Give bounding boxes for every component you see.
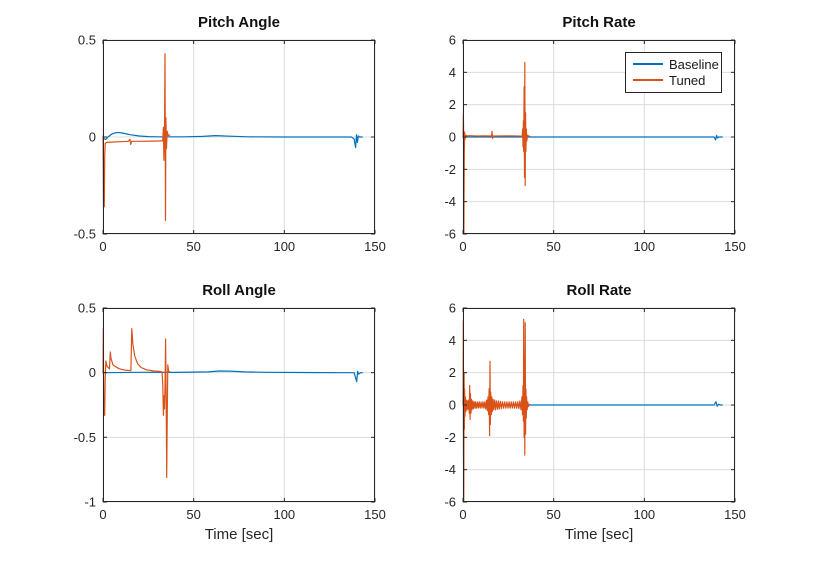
x-tick-label: 150 [364,239,386,254]
y-tick-label: 0 [449,398,456,413]
x-tick-label: 100 [273,507,295,522]
x-tick-label: 150 [724,507,746,522]
y-tick-label: 6 [449,33,456,48]
y-tick-label: 4 [449,333,456,348]
legend-line-baseline-icon [633,63,663,65]
plot-area-roll-rate: 0 50 100 150 -6 -4 -2 0 2 4 6 [444,301,745,523]
plot-background [103,308,375,502]
y-tick-label: -4 [444,194,456,209]
legend-line-tuned-icon [633,79,663,81]
x-tick-label: 100 [273,239,295,254]
y-tick-label: 0 [89,130,96,145]
legend-entry-tuned: Tuned [626,72,721,88]
y-tick-label: -6 [444,495,456,510]
y-tick-label: -4 [444,462,456,477]
axes-box [103,308,375,502]
x-tick-label: 0 [459,239,466,254]
x-tick-label: 150 [364,507,386,522]
plot-title-pitch-rate: Pitch Rate [562,14,636,31]
plot-area-pitch-angle: 0 50 100 150-0.500.5 [74,33,386,255]
legend-entry-baseline: Baseline [626,56,721,72]
subplot-roll-angle: Roll Angle 0 50 100 150 -1 -0.5 0 0.5 Time [sec… [74,282,386,543]
y-tick-label: 2 [449,365,456,380]
plot-title-roll-angle: Roll Angle [202,282,276,299]
axes-box [463,40,735,234]
y-tick-label: 4 [449,65,456,80]
subplot-pitch-rate: Pitch Rate 0 50 100 150 -6 -4 -2 0 2 4 6 Baseline … [444,14,745,254]
x-tick-label: 50 [546,239,560,254]
y-tick-label: -2 [444,430,456,445]
subplot-pitch-angle: Pitch Angle 0 50 100 150 -0.5 0 0.5 [74,14,386,255]
legend-label-baseline: Baseline [669,56,719,72]
y-tick-label: 0.5 [78,301,96,316]
x-tick-label: 0 [99,507,106,522]
x-axis-label-roll-rate: Time [sec] [564,526,634,543]
y-tick-label: 0 [449,130,456,145]
plot-title-pitch-angle: Pitch Angle [198,14,280,31]
x-tick-label: 100 [633,507,655,522]
x-tick-label: 50 [546,507,560,522]
x-axis-label-roll-angle: Time [sec] [204,526,274,543]
y-tick-label: -0.5 [74,227,96,242]
x-tick-label: 0 [459,507,466,522]
x-tick-label: 50 [186,507,200,522]
legend-label-tuned: Tuned [669,72,706,88]
series-tuned-line [462,318,531,503]
plot-area-roll-angle: 0 50 100 150 -1 -0.5 0 0.5 [74,301,386,523]
series-baseline-line [102,131,363,149]
y-tick-label: 2 [449,97,456,112]
subplot-roll-rate: Roll Rate 0 50 100 150 -6 -4 -2 0 2 4 6 Time [sec] [444,282,745,543]
y-tick-label: -6 [444,227,456,242]
series-baseline-line [462,401,723,407]
axes-box [103,40,375,234]
x-tick-label: 100 [633,239,655,254]
x-tick-label: 50 [186,239,200,254]
y-tick-label: 0 [89,365,96,380]
y-tick-label: 0.5 [78,33,96,48]
y-tick-label: -0.5 [74,430,96,445]
series-tuned-line [102,53,171,221]
series-baseline-line [102,370,363,383]
legend: Baseline Tuned [625,52,722,93]
plot-title-roll-rate: Roll Rate [566,282,632,299]
axes-box [463,308,735,502]
y-tick-label: -2 [444,162,456,177]
x-tick-label: 0 [99,239,106,254]
series-baseline-line [462,134,723,141]
y-tick-label: -1 [84,495,96,510]
x-tick-label: 150 [724,239,746,254]
y-tick-label: 6 [449,301,456,316]
